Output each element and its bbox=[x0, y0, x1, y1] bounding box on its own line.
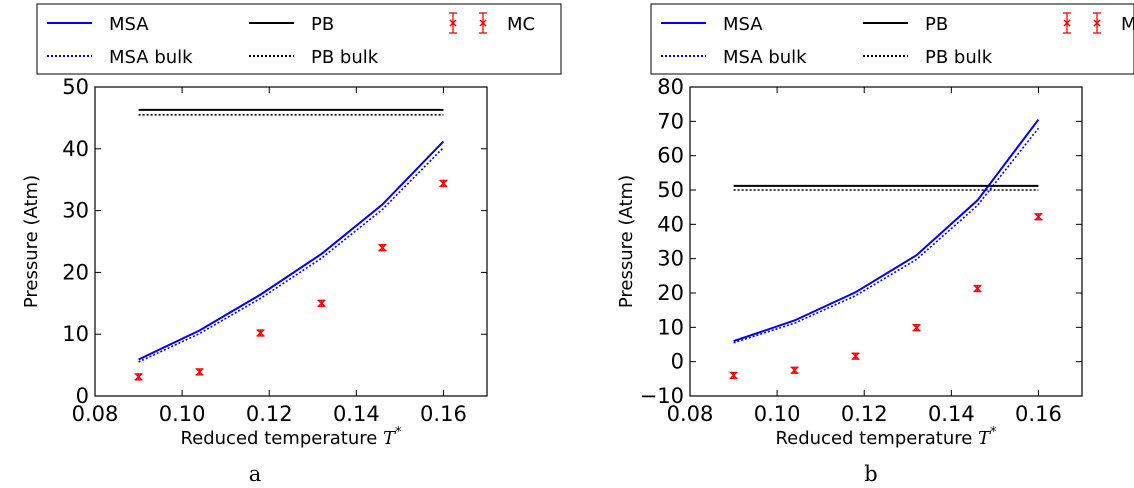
mc-point bbox=[256, 329, 265, 337]
chart-panel-b: 0.08 0.10 0.12 0.14 0.16 −10 0 10 20 30 40 50 60 70 80… bbox=[616, 3, 1134, 486]
x-tick-label: 0.14 bbox=[333, 402, 380, 426]
plot-frame bbox=[689, 86, 1083, 397]
x-tick-label: 0.12 bbox=[841, 402, 888, 426]
y-tick-label: 0 bbox=[76, 384, 89, 408]
x-tick-label: 0.10 bbox=[754, 402, 801, 426]
x-tick-label: 0.10 bbox=[159, 402, 206, 426]
mc-point bbox=[195, 368, 204, 376]
x-marker bbox=[449, 19, 457, 27]
panel-label: a bbox=[249, 462, 262, 486]
legend-label: MSA bbox=[109, 14, 149, 35]
y-tick-label: 70 bbox=[657, 109, 684, 133]
x-tick-label: 0.16 bbox=[420, 402, 467, 426]
x-marker bbox=[378, 244, 386, 252]
mc-point bbox=[851, 352, 860, 360]
legend-box bbox=[650, 3, 1134, 75]
mc-point bbox=[439, 179, 448, 188]
legend-label: PB bbox=[311, 14, 334, 35]
mc-point bbox=[317, 299, 326, 307]
y-tick-label: 30 bbox=[657, 247, 684, 271]
chart-panel-a: 0.08 0.10 0.12 0.14 0.16 0 10 20 30 40 50 Reduced t… bbox=[21, 3, 562, 486]
mc-point bbox=[134, 373, 143, 381]
x-marker bbox=[317, 299, 326, 307]
plot-frame bbox=[94, 86, 488, 397]
mc-point bbox=[378, 244, 387, 252]
legend-mc-marker bbox=[479, 12, 487, 34]
y-tick-label: 10 bbox=[62, 322, 89, 346]
x-tick-label: 0.14 bbox=[928, 402, 975, 426]
x-marker bbox=[973, 285, 981, 293]
x-tick-label: 0.12 bbox=[246, 402, 293, 426]
mc-point bbox=[729, 371, 738, 380]
x-tick-label: 0.16 bbox=[1015, 402, 1062, 426]
x-marker bbox=[912, 324, 921, 332]
x-marker bbox=[196, 368, 204, 376]
y-tick-label: 40 bbox=[62, 137, 89, 161]
x-tick-label: 0.08 bbox=[72, 402, 119, 426]
legend-label: MSA bulk bbox=[723, 47, 807, 68]
y-tick-label: 60 bbox=[657, 144, 684, 168]
legend-label: PB bulk bbox=[311, 47, 379, 68]
msa-series-line bbox=[733, 118, 1040, 343]
msa-series-line bbox=[138, 140, 445, 361]
x-axis-label: Reduced temperature T* bbox=[775, 425, 997, 449]
y-axis-label: Pressure (Atm) bbox=[21, 175, 42, 308]
x-tick-label: 0.08 bbox=[667, 402, 714, 426]
x-axis-symbol: T bbox=[383, 428, 397, 449]
legend-label: MSA bbox=[723, 14, 763, 35]
x-marker bbox=[851, 352, 860, 360]
legend-mc-marker bbox=[1093, 12, 1101, 34]
legend-label: PB bbox=[925, 14, 948, 35]
y-tick-label: 50 bbox=[657, 178, 684, 202]
legend-mc-marker bbox=[1063, 12, 1071, 34]
x-marker bbox=[439, 179, 447, 187]
x-marker bbox=[135, 373, 143, 381]
x-marker bbox=[479, 19, 487, 27]
legend-label: PB bulk bbox=[925, 47, 993, 68]
x-marker bbox=[1093, 19, 1101, 27]
x-marker bbox=[1034, 213, 1042, 221]
y-tick-label: 20 bbox=[657, 281, 684, 305]
legend-label: MC bbox=[1121, 14, 1134, 35]
legend-label: MC bbox=[507, 14, 535, 35]
y-tick-label: 10 bbox=[657, 315, 684, 339]
legend-box bbox=[36, 3, 562, 75]
y-axis-label: Pressure (Atm) bbox=[616, 175, 637, 308]
y-tick-label: 50 bbox=[62, 75, 89, 99]
y-tick-label: 80 bbox=[657, 75, 684, 99]
x-axis-label: Reduced temperature T* bbox=[180, 425, 402, 449]
x-marker bbox=[1063, 19, 1071, 27]
mc-point bbox=[912, 324, 921, 332]
legend-label: MSA bulk bbox=[109, 47, 193, 68]
mc-point bbox=[790, 366, 799, 374]
x-axis-symbol-superscript: * bbox=[990, 425, 997, 440]
y-tick-label: −10 bbox=[640, 384, 684, 408]
y-tick-label: 30 bbox=[62, 199, 89, 223]
y-tick-label: 20 bbox=[62, 260, 89, 284]
x-axis-symbol: T bbox=[978, 428, 992, 449]
mc-point bbox=[973, 284, 982, 293]
x-marker bbox=[791, 366, 799, 374]
y-tick-label: 40 bbox=[657, 212, 684, 236]
x-marker bbox=[256, 329, 265, 337]
x-marker bbox=[730, 371, 738, 379]
mc-point bbox=[1034, 213, 1043, 221]
panel-label: b bbox=[864, 462, 877, 486]
legend-mc-marker bbox=[449, 12, 457, 34]
x-axis-symbol-superscript: * bbox=[395, 425, 402, 440]
y-tick-label: 0 bbox=[671, 350, 684, 374]
msa-bulk-series-line bbox=[733, 127, 1040, 344]
msa-bulk-series-line bbox=[138, 147, 444, 363]
